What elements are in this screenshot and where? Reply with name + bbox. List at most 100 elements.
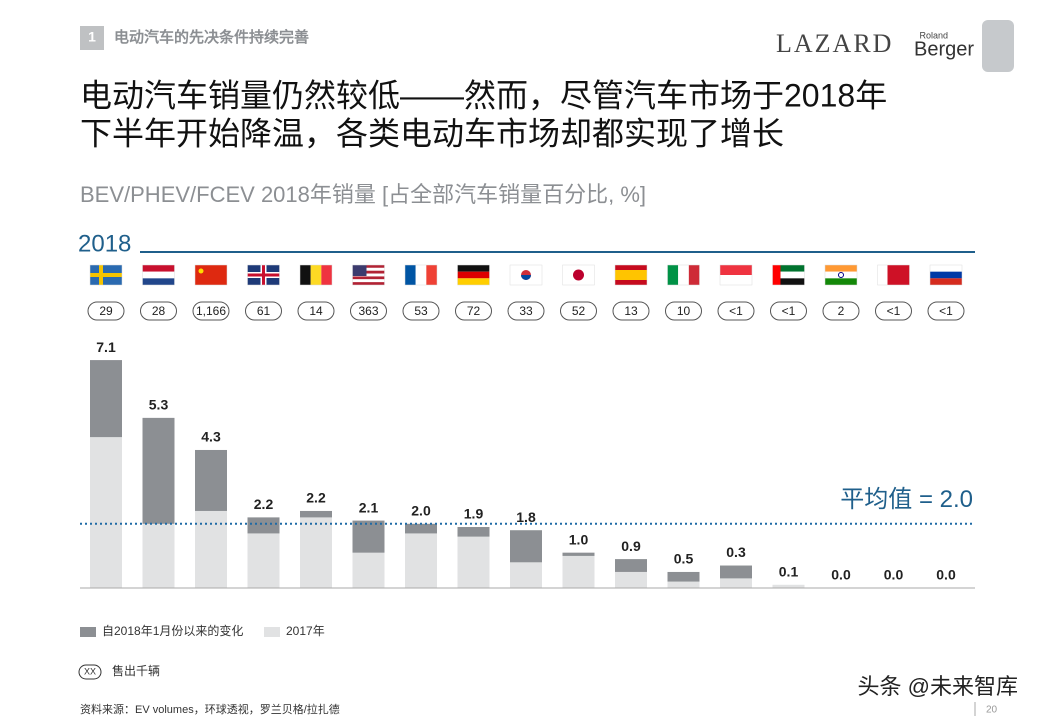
flag [614, 264, 648, 286]
flag-border [824, 264, 858, 286]
flag-stripe [457, 271, 490, 279]
bar-2017 [195, 510, 227, 588]
flag [142, 264, 175, 286]
flag [667, 264, 700, 286]
flag-cross [247, 273, 280, 277]
unit-sales-pill [350, 301, 387, 321]
unit-sales-label: 29 [99, 304, 113, 318]
unit-sales-label: 2 [838, 304, 845, 318]
flag-star [198, 268, 204, 274]
flag-stripe [352, 276, 385, 280]
flag-stripe [352, 270, 385, 274]
unit-sales-pill [87, 301, 125, 321]
flag-stripe [142, 271, 175, 279]
unit-sales-label: 10 [677, 304, 691, 318]
flag [352, 264, 385, 286]
bar-change [405, 523, 437, 534]
unit-sales-label: 53 [414, 304, 428, 318]
total-label: 0.0 [831, 567, 851, 583]
flag [562, 264, 595, 286]
unit-sales-label: 72 [467, 304, 481, 318]
bar-change [195, 449, 227, 511]
unit-sales-pill [560, 301, 597, 321]
flag-emblem [838, 272, 844, 278]
subtitle: BEV/PHEV/FCEV 2018年销量 [占全部汽车销量百分比, %] [80, 182, 646, 207]
bar-2017 [247, 533, 280, 588]
flag-border [142, 264, 175, 286]
flag-bg [195, 265, 227, 285]
bar-2017 [405, 533, 437, 588]
flag-stripe [825, 271, 857, 279]
section-title: 电动汽车的先决条件持续完善 [114, 28, 309, 46]
total-label: 0.0 [884, 567, 904, 583]
flag-stripe [930, 278, 962, 285]
flag [247, 264, 280, 286]
flag [89, 264, 123, 286]
flag-stripe [930, 271, 962, 279]
unit-sales-pill [192, 301, 230, 321]
unit-sales-pill [717, 301, 755, 321]
flag-stripe [720, 275, 752, 285]
flag-stripe [310, 265, 322, 285]
bar-change [90, 360, 122, 438]
legend-swatch [80, 627, 96, 637]
bar-2017 [562, 552, 595, 588]
flag-border [299, 264, 333, 286]
unit-sales-label: 61 [257, 304, 271, 318]
bar-2017 [142, 523, 175, 588]
total-label: 0.9 [621, 538, 641, 554]
page-number: 20 [986, 705, 998, 716]
flag [404, 264, 438, 286]
total-label: 0.0 [936, 567, 956, 583]
unit-sales-pill [245, 301, 282, 321]
flag-stripe [688, 265, 700, 285]
flag-stripe [300, 265, 311, 285]
unit-sales-label: 1,166 [196, 304, 226, 318]
bar-change [667, 571, 700, 582]
flag-stripe [415, 265, 427, 285]
flag [824, 264, 858, 286]
title-line: 电动汽车销量仍然较低——然而，尽管汽车市场于2018年 [80, 77, 887, 113]
flag-stripe [426, 265, 437, 285]
flag-emblem [573, 269, 584, 281]
unit-sales-label: <1 [939, 304, 953, 318]
flag [457, 264, 490, 286]
total-label: 7.1 [96, 339, 116, 355]
unit-note: 售出千辆 [112, 663, 160, 678]
flag [509, 264, 543, 286]
flag-border [614, 264, 648, 286]
flag-border [352, 264, 385, 286]
total-label: 1.0 [569, 531, 589, 547]
flag [299, 264, 333, 286]
flag-border [772, 264, 805, 286]
unit-sales-label: 14 [309, 304, 323, 318]
flag-stripe [667, 265, 679, 285]
section-number: 1 [88, 29, 96, 45]
unit-sales-pill [612, 301, 650, 321]
watermark: 头条 @未来智库 [858, 674, 1018, 699]
flag-stripe [142, 265, 175, 272]
title-line: 下半年开始降温，各类电动车市场却都实现了增长 [80, 115, 784, 151]
legend-swatch [264, 627, 280, 637]
unit-sales-pill [140, 301, 177, 321]
flag-emblem [521, 275, 531, 280]
unit-sales-label: <1 [729, 304, 743, 318]
flag [772, 264, 805, 286]
flag-stripe [772, 271, 805, 279]
unit-sales-pill [770, 301, 807, 321]
flag-border [89, 264, 123, 286]
section-box [80, 26, 104, 50]
bar-change [457, 527, 490, 537]
total-label: 2.1 [359, 499, 379, 515]
flag-stripe [772, 265, 781, 285]
unit-sales-label: 28 [152, 304, 166, 318]
unit-sales-pill [455, 301, 492, 321]
unit-sales-pill [297, 301, 335, 321]
unit-sales-label: 363 [358, 304, 378, 318]
bar-change [142, 417, 175, 524]
bar-2017 [615, 571, 647, 588]
bar-change [352, 520, 385, 553]
flag-stripe [930, 265, 962, 272]
flag-border [877, 264, 910, 286]
